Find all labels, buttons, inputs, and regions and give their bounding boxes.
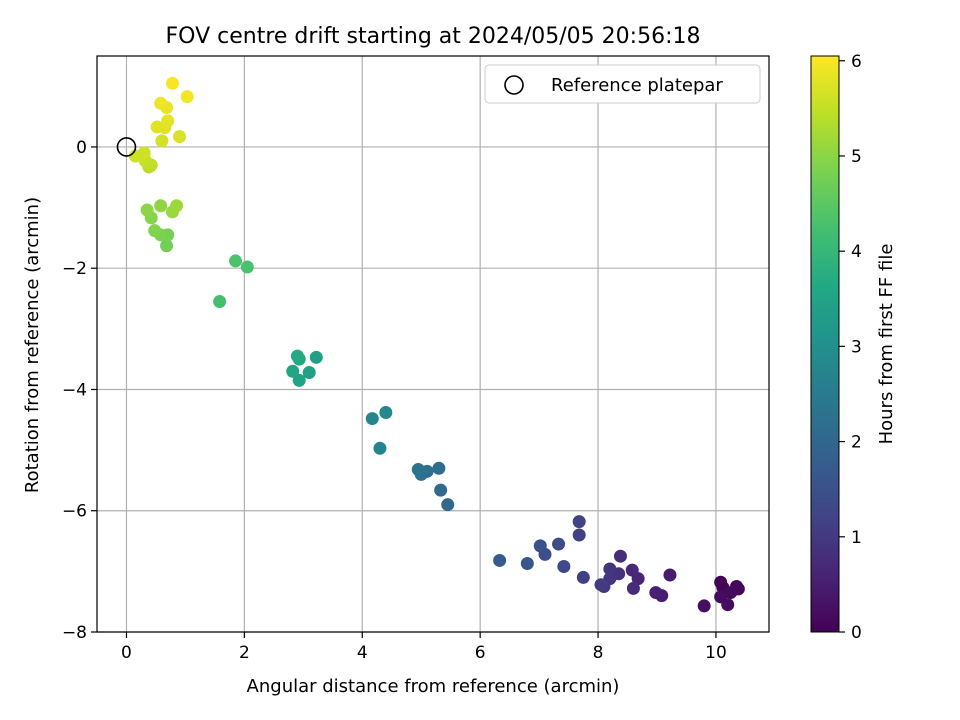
legend-box <box>484 64 761 104</box>
data-point <box>626 581 640 595</box>
data-point <box>663 568 677 582</box>
x-tick-label: 10 <box>705 643 727 663</box>
data-point <box>154 96 168 110</box>
data-point <box>365 412 379 426</box>
data-point <box>155 134 169 148</box>
data-point <box>229 254 243 268</box>
data-point <box>170 199 184 213</box>
data-point <box>724 586 738 600</box>
reference-marker <box>116 137 137 157</box>
data-point <box>721 598 735 612</box>
data-point <box>292 373 306 387</box>
data-point <box>493 553 507 567</box>
legend: Reference platepar <box>484 64 761 104</box>
data-point <box>441 498 455 512</box>
data-point <box>140 203 154 217</box>
legend-entry-reference: Reference platepar <box>551 75 723 96</box>
grid <box>97 56 769 633</box>
data-point <box>290 349 304 363</box>
data-point <box>213 295 227 309</box>
data-point <box>572 528 586 542</box>
data-point <box>434 483 448 497</box>
data-point <box>137 146 151 160</box>
data-point <box>552 537 566 551</box>
y-tick-label: −4 <box>62 380 87 400</box>
y-tick-label: −2 <box>62 259 87 279</box>
chart-title: FOV centre drift starting at 2024/05/05 … <box>166 24 701 49</box>
data-point <box>148 224 162 238</box>
plot-frame <box>96 55 770 633</box>
colorbar-tick-label: 1 <box>851 528 862 548</box>
data-point <box>557 560 571 574</box>
data-point <box>240 260 254 274</box>
x-axis: 0 2 4 6 8 10 <box>121 632 727 663</box>
data-point <box>432 461 446 475</box>
data-point <box>309 350 323 364</box>
data-point <box>625 563 639 577</box>
data-point <box>154 199 168 213</box>
data-point <box>286 364 300 378</box>
colorbar-ticks: 0 1 2 3 4 5 6 <box>839 52 862 643</box>
data-point <box>649 586 663 600</box>
x-tick-label: 2 <box>239 643 250 663</box>
data-point <box>613 549 627 563</box>
x-tick-label: 6 <box>475 643 486 663</box>
data-point <box>373 441 387 455</box>
x-axis-label: Angular distance from reference (arcmin) <box>247 676 620 697</box>
y-tick-label: −8 <box>62 623 87 643</box>
colorbar-gradient <box>810 55 840 633</box>
data-point <box>411 463 425 477</box>
data-point <box>173 130 187 144</box>
x-tick-label: 0 <box>121 643 132 663</box>
colorbar: 0 1 2 3 4 5 6 Hours from first FF file <box>810 52 897 643</box>
x-tick-label: 8 <box>593 643 604 663</box>
colorbar-tick-label: 0 <box>851 623 862 643</box>
data-point <box>520 556 534 570</box>
colorbar-tick-label: 5 <box>851 147 862 167</box>
colorbar-tick-label: 6 <box>851 52 862 72</box>
x-tick-label: 4 <box>357 643 368 663</box>
data-point <box>576 570 590 584</box>
data-point <box>160 239 174 253</box>
data-point <box>180 90 194 104</box>
y-tick-label: −6 <box>62 502 87 522</box>
colorbar-label: Hours from first FF file <box>876 244 897 445</box>
legend-marker <box>504 75 524 95</box>
data-point <box>697 599 711 613</box>
data-point <box>165 76 179 90</box>
data-point <box>161 114 175 128</box>
y-tick-label: 0 <box>76 138 87 158</box>
data-point <box>379 406 393 420</box>
y-axis: 0 −2 −4 −6 −8 <box>62 138 97 643</box>
data-point <box>603 562 617 576</box>
data-point <box>594 578 608 592</box>
colorbar-tick-label: 4 <box>851 242 862 262</box>
data-point <box>533 539 547 553</box>
y-axis-label: Rotation from reference (arcmin) <box>22 197 43 493</box>
colorbar-tick-label: 3 <box>851 337 862 357</box>
data-point <box>572 515 586 529</box>
data-points <box>128 76 745 613</box>
colorbar-tick-label: 2 <box>851 433 862 453</box>
data-point <box>302 365 316 379</box>
